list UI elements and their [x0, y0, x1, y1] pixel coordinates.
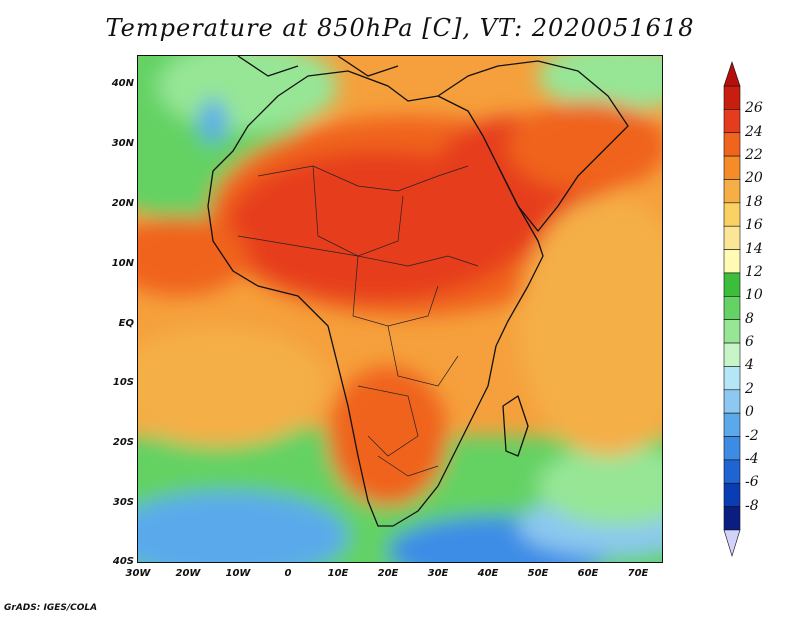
colorbar-swatch — [723, 132, 741, 157]
colorbar-top-arrow — [723, 61, 741, 87]
colorbar-swatch — [723, 249, 741, 274]
colorbar-label: 4 — [745, 357, 754, 374]
colorbar-swatch — [723, 366, 741, 391]
colorbar-label: 24 — [745, 123, 763, 140]
colorbar-label: 18 — [745, 193, 763, 210]
colorbar-swatch — [723, 436, 741, 461]
africa-coastline — [207, 70, 544, 527]
border-line — [357, 385, 419, 457]
field-ne-green — [538, 56, 662, 111]
colorbar-label: 0 — [745, 404, 754, 421]
lat-tick: 20S — [112, 437, 134, 448]
lat-tick: EQ — [118, 318, 134, 329]
lon-tick: 30W — [125, 568, 151, 579]
border-line — [257, 165, 469, 192]
iberia-coastline — [237, 56, 299, 77]
field-se-green — [538, 446, 662, 526]
lon-tick: 10E — [327, 568, 349, 579]
colorbar-label: 8 — [745, 310, 754, 327]
lon-tick: 20E — [377, 568, 399, 579]
lat-tick: 30S — [112, 497, 134, 508]
colorbar-swatch — [723, 389, 741, 414]
colorbar-swatch — [723, 272, 741, 297]
colorbar-swatch — [723, 155, 741, 180]
colorbar-swatch — [723, 506, 741, 531]
map-frame — [137, 55, 663, 563]
arabia-coastline — [437, 60, 629, 232]
colorbar-label: 26 — [745, 100, 763, 117]
lon-tick: 70E — [627, 568, 649, 579]
map-field — [138, 56, 662, 562]
chart-title: Temperature at 850hPa [C], VT: 202005161… — [105, 14, 695, 42]
field-atlantic-warm — [138, 216, 248, 296]
lat-tick: 10N — [111, 258, 134, 269]
lon-tick: 40E — [477, 568, 499, 579]
colorbar-label: 14 — [745, 240, 763, 257]
colorbar-swatch — [723, 296, 741, 320]
colorbar-label: 20 — [745, 170, 763, 187]
border-line — [377, 455, 439, 477]
colorbar-swatch — [723, 342, 741, 367]
colorbar-bottom-arrow — [723, 529, 741, 558]
lat-tick: 20N — [111, 198, 134, 209]
credit-text: GrADS: IGES/COLA — [4, 603, 98, 613]
lat-tick: 10S — [112, 377, 134, 388]
colorbar-label: 16 — [745, 217, 763, 234]
lon-tick: 60E — [577, 568, 599, 579]
lon-tick: 0 — [284, 568, 292, 579]
colorbar-swatch — [723, 319, 741, 344]
lat-tick: 40N — [111, 78, 134, 89]
colorbar-label: 6 — [745, 334, 754, 351]
lon-tick: 30E — [427, 568, 449, 579]
colorbar-label: 2 — [745, 380, 754, 397]
lat-tick: 40S — [112, 556, 134, 567]
colorbar-swatch — [723, 109, 741, 134]
field-nw-blue — [199, 99, 227, 143]
madagascar-coastline — [502, 395, 529, 457]
field-indian-ocean — [518, 196, 662, 456]
colorbar-label: -6 — [745, 474, 759, 491]
colorbar-swatch — [723, 459, 741, 484]
italy-coastline — [337, 56, 399, 77]
lon-tick: 10W — [225, 568, 251, 579]
colorbar-swatch — [723, 85, 741, 110]
colorbar-label: 10 — [745, 287, 763, 304]
border-line — [237, 235, 479, 267]
colorbar-label: -8 — [745, 497, 759, 514]
colorbar-label: -2 — [745, 427, 759, 444]
border-line — [387, 325, 459, 387]
field-south-interior — [328, 366, 448, 506]
colorbar-swatch — [723, 202, 741, 227]
colorbar — [723, 61, 741, 558]
colorbar-label: 12 — [745, 263, 763, 280]
colorbar-swatch — [723, 482, 741, 507]
coastlines — [207, 56, 629, 527]
field-sw-blue — [138, 491, 348, 562]
colorbar-label: 22 — [745, 147, 763, 164]
lat-tick: 30N — [111, 138, 134, 149]
temperature-map — [138, 56, 662, 562]
colorbar-swatch — [723, 179, 741, 204]
lon-tick: 20W — [175, 568, 201, 579]
field-w-ocean — [138, 326, 328, 446]
lon-tick: 50E — [527, 568, 549, 579]
colorbar-label: -4 — [745, 450, 759, 467]
colorbar-swatch — [723, 225, 741, 250]
colorbar-swatch — [723, 412, 741, 437]
field-iran-hot — [508, 101, 662, 191]
country-borders — [237, 165, 479, 477]
